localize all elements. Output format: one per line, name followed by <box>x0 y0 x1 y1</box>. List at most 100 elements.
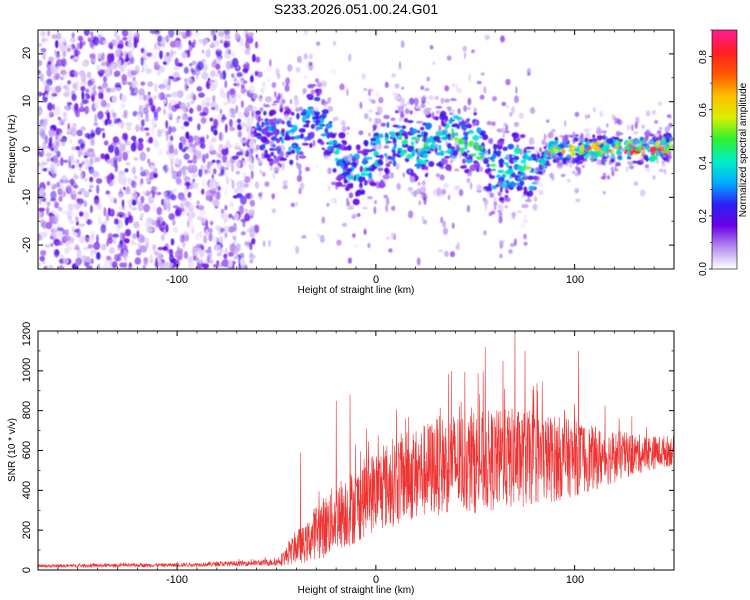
noise-blob <box>71 164 75 169</box>
signal-blob <box>269 164 273 172</box>
noise-blob <box>251 110 255 119</box>
signal-blob <box>416 162 421 170</box>
signal-blob <box>629 150 634 156</box>
colorbar-band <box>712 61 737 65</box>
noise-blob <box>250 116 256 121</box>
signal-blob <box>453 185 461 191</box>
signal-halo-blob <box>305 166 310 172</box>
signal-halo-blob <box>506 104 509 109</box>
signal-halo-blob <box>458 189 464 197</box>
noise-blob <box>174 250 181 259</box>
signal-blob <box>463 105 467 112</box>
top-yaxis-label: Frequency (Hz) <box>7 115 18 184</box>
signal-halo-blob <box>262 171 266 177</box>
noise-blob <box>79 223 86 228</box>
signal-blob <box>390 156 396 161</box>
signal-blob <box>490 168 497 172</box>
signal-blob <box>504 156 510 160</box>
signal-halo-blob <box>394 83 400 89</box>
noise-blob <box>158 223 163 231</box>
signal-blob <box>618 138 623 142</box>
noise-blob <box>59 43 65 53</box>
signal-blob <box>392 124 399 128</box>
signal-halo-blob <box>282 184 288 190</box>
noise-blob <box>140 178 144 185</box>
noise-blob <box>103 140 109 146</box>
noise-blob <box>231 155 239 160</box>
signal-blob <box>423 108 431 116</box>
signal-halo-blob <box>279 101 285 106</box>
noise-blob <box>65 229 70 236</box>
noise-blob <box>140 245 148 253</box>
signal-blob <box>538 181 543 188</box>
signal-blob <box>475 142 480 148</box>
signal-halo-blob <box>269 140 275 148</box>
signal-halo-blob <box>656 130 662 135</box>
noise-blob <box>161 211 165 216</box>
noise-blob <box>223 253 228 259</box>
top-xtick-label-0: 0 <box>373 274 379 286</box>
noise-blob <box>83 190 90 198</box>
noise-blob <box>152 95 157 101</box>
signal-blob <box>300 152 305 159</box>
noise-blob <box>121 30 129 37</box>
signal-halo-blob <box>423 197 427 205</box>
noise-blob <box>244 176 251 183</box>
signal-halo-blob <box>438 124 442 133</box>
noise-blob <box>53 106 61 116</box>
signal-halo-blob <box>616 118 620 124</box>
signal-halo-blob <box>385 155 389 164</box>
noise-blob <box>106 102 111 108</box>
signal-halo-blob <box>464 139 468 145</box>
signal-blob <box>256 127 261 131</box>
colorbar-band <box>712 199 737 202</box>
noise-blob <box>162 246 168 251</box>
signal-blob <box>420 126 425 131</box>
noise-blob <box>84 165 89 171</box>
signal-blob <box>570 145 577 149</box>
colorbar-band <box>712 37 737 41</box>
noise-blob <box>42 197 47 202</box>
signal-blob <box>255 110 262 115</box>
signal-blob <box>313 96 321 102</box>
noise-blob <box>181 51 188 59</box>
signal-halo-blob <box>611 170 615 177</box>
noise-blob <box>117 121 122 128</box>
signal-blob <box>307 115 311 118</box>
noise-blob <box>110 174 115 180</box>
noise-blob <box>103 259 110 266</box>
noise-blob <box>216 57 222 65</box>
noise-blob <box>148 136 154 144</box>
signal-blob <box>295 147 301 155</box>
signal-blob <box>518 112 524 119</box>
noise-blob <box>227 112 232 116</box>
signal-blob <box>507 168 514 175</box>
noise-blob <box>102 40 108 45</box>
signal-blob <box>400 112 405 119</box>
noise-blob <box>112 112 117 118</box>
noise-blob <box>124 58 128 63</box>
signal-blob <box>449 117 453 124</box>
noise-blob <box>218 145 222 152</box>
signal-halo-blob <box>578 135 584 143</box>
noise-blob <box>244 208 249 215</box>
noise-blob <box>75 80 80 85</box>
signal-blob <box>592 134 596 138</box>
noise-blob <box>50 147 54 151</box>
noise-blob <box>244 150 250 158</box>
noise-blob <box>106 111 111 121</box>
noise-blob <box>48 141 52 148</box>
signal-blob <box>445 115 449 121</box>
signal-halo-blob <box>643 136 647 145</box>
noise-blob <box>181 124 184 130</box>
noise-blob <box>205 102 211 107</box>
noise-blob <box>80 86 86 92</box>
signal-blob <box>264 149 268 155</box>
noise-blob <box>189 141 193 148</box>
signal-halo-blob <box>614 117 618 125</box>
noise-blob <box>100 53 105 61</box>
signal-blob <box>286 120 292 126</box>
signal-halo-blob <box>421 96 427 104</box>
signal-blob <box>378 181 386 189</box>
noise-blob <box>241 121 245 129</box>
